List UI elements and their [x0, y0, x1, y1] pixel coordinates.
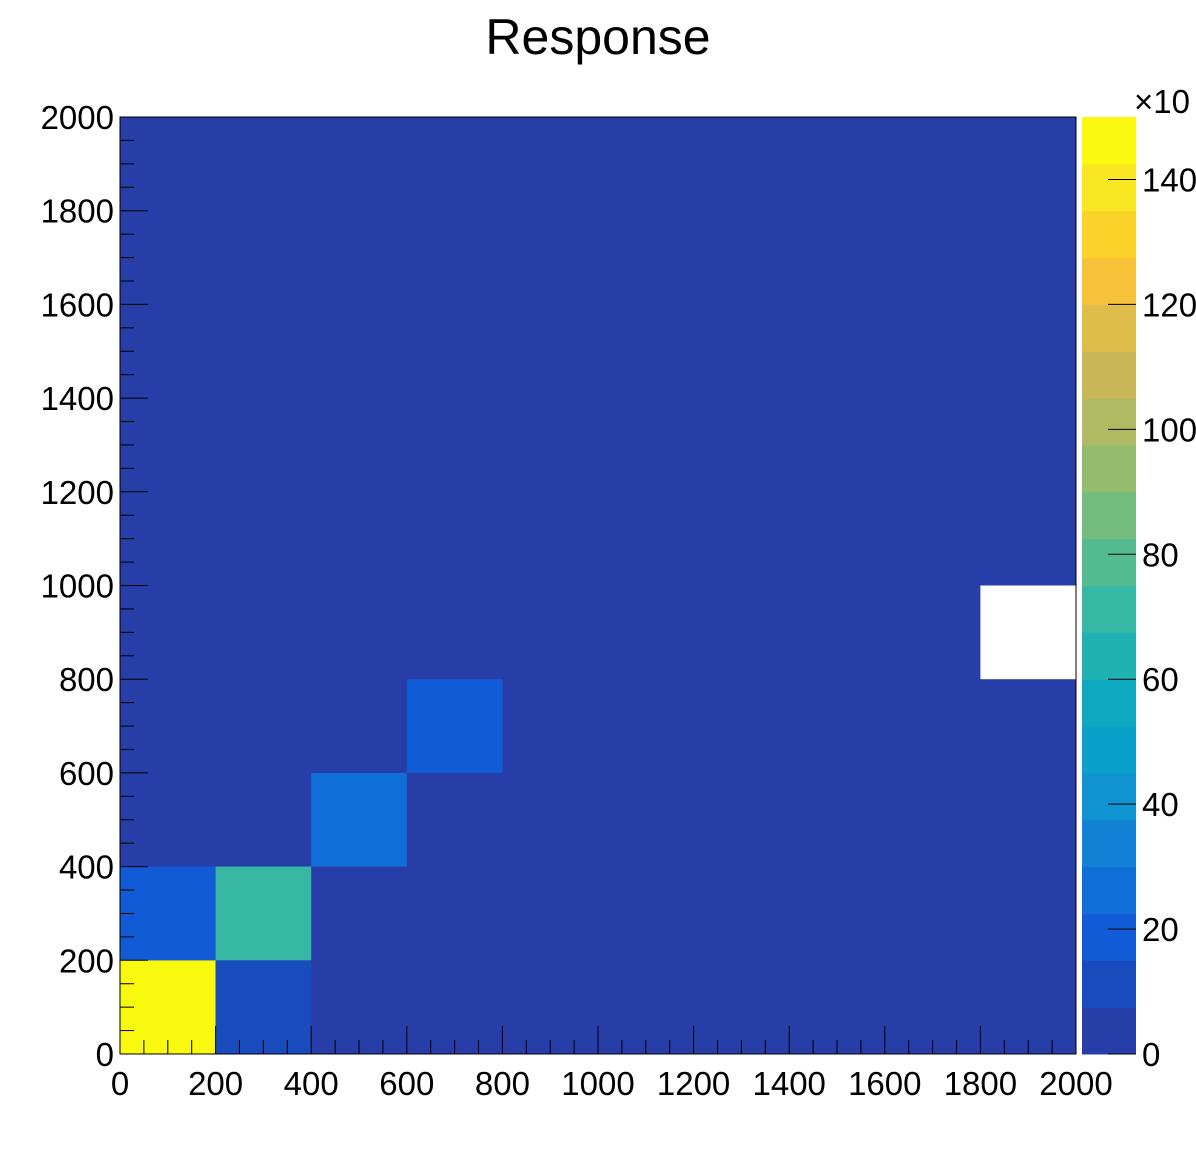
- colorbar-segment: [1082, 351, 1136, 398]
- colorbar-segment: [1082, 117, 1136, 164]
- heatmap-cell: [216, 960, 312, 1054]
- colorbar-segment: [1082, 398, 1136, 445]
- colorbar-segment: [1082, 726, 1136, 773]
- heatmap-cell: [980, 586, 1076, 680]
- x-tick-label: 1400: [752, 1065, 825, 1102]
- y-tick-label: 1800: [41, 193, 114, 230]
- y-tick-label: 400: [59, 849, 114, 886]
- colorbar-tick-label: 60: [1142, 661, 1179, 698]
- colorbar-segment: [1082, 632, 1136, 679]
- colorbar-tick-label: 120: [1142, 286, 1196, 323]
- heatmap-cell: [311, 773, 407, 867]
- y-tick-label: 800: [59, 661, 114, 698]
- x-tick-label: 1200: [657, 1065, 730, 1102]
- colorbar-tick-label: 100: [1142, 411, 1196, 448]
- x-tick-label: 600: [379, 1065, 434, 1102]
- colorbar-segment: [1082, 913, 1136, 960]
- y-tick-label: 2000: [41, 99, 114, 136]
- colorbar-segment: [1082, 679, 1136, 726]
- colorbar-exponent-label: ×10: [1134, 83, 1190, 120]
- colorbar-tick-label: 0: [1142, 1036, 1160, 1073]
- colorbar-segment: [1082, 211, 1136, 258]
- colorbar-segment: [1082, 820, 1136, 867]
- x-tick-label: 1800: [944, 1065, 1017, 1102]
- colorbar-tick-label: 140: [1142, 161, 1196, 198]
- y-tick-label: 600: [59, 755, 114, 792]
- y-tick-label: 1000: [41, 568, 114, 605]
- x-tick-label: 1000: [561, 1065, 634, 1102]
- y-tick-label: 1400: [41, 380, 114, 417]
- colorbar-tick-label: 40: [1142, 786, 1179, 823]
- y-tick-label: 200: [59, 942, 114, 979]
- colorbar-segment: [1082, 586, 1136, 633]
- y-tick-label: 0: [96, 1036, 114, 1073]
- colorbar-segment: [1082, 773, 1136, 820]
- heatmap-cell: [216, 867, 312, 961]
- heatmap-cell: [407, 679, 503, 773]
- colorbar-segment: [1082, 304, 1136, 351]
- colorbar-segment: [1082, 960, 1136, 1007]
- colorbar-segment: [1082, 867, 1136, 914]
- colorbar-segment: [1082, 445, 1136, 492]
- x-tick-label: 200: [188, 1065, 243, 1102]
- colorbar-segment: [1082, 164, 1136, 211]
- y-tick-label: 1200: [41, 474, 114, 511]
- heatmap-cell: [120, 867, 216, 961]
- x-tick-label: 400: [284, 1065, 339, 1102]
- x-tick-label: 2000: [1039, 1065, 1112, 1102]
- x-tick-label: 800: [475, 1065, 530, 1102]
- colorbar-tick-label: 20: [1142, 911, 1179, 948]
- colorbar-segment: [1082, 1007, 1136, 1054]
- colorbar-segment: [1082, 492, 1136, 539]
- colorbar-tick-label: 80: [1142, 536, 1179, 573]
- colorbar-segment: [1082, 258, 1136, 305]
- heatmap-cell: [120, 960, 216, 1054]
- x-tick-label: 1600: [848, 1065, 921, 1102]
- y-tick-label: 1600: [41, 286, 114, 323]
- colorbar-segment: [1082, 539, 1136, 586]
